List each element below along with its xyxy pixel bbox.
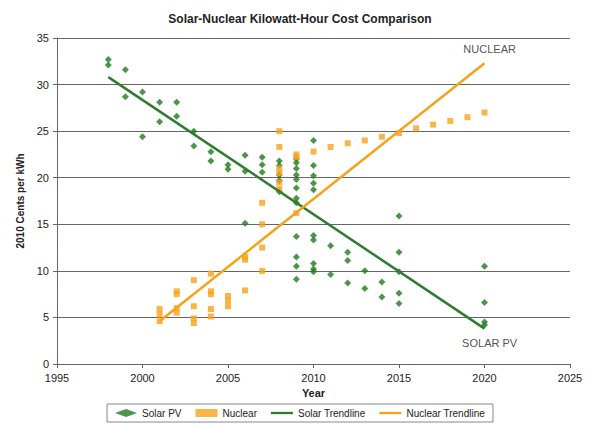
svg-text:2005: 2005 [216,372,240,384]
svg-text:Solar-Nuclear Kilowatt-Hour Co: Solar-Nuclear Kilowatt-Hour Cost Compari… [168,12,431,26]
svg-text:20: 20 [37,172,49,184]
svg-text:35: 35 [37,32,49,44]
svg-text:2010 Cents per kWh: 2010 Cents per kWh [15,153,26,248]
svg-text:2020: 2020 [472,372,496,384]
svg-text:Solar Trendline: Solar Trendline [298,408,366,419]
svg-text:Nuclear Trendline: Nuclear Trendline [406,408,485,419]
svg-text:Year: Year [302,387,326,399]
svg-text:25: 25 [37,125,49,137]
svg-text:NUCLEAR: NUCLEAR [463,43,516,55]
svg-text:15: 15 [37,218,49,230]
svg-text:Nuclear: Nuclear [223,408,258,419]
svg-text:1995: 1995 [45,372,69,384]
svg-text:2010: 2010 [301,372,325,384]
svg-text:5: 5 [43,311,49,323]
svg-text:30: 30 [37,79,49,91]
svg-text:0: 0 [43,358,49,370]
svg-text:SOLAR PV: SOLAR PV [462,337,518,349]
svg-text:2000: 2000 [130,372,154,384]
svg-text:Solar PV: Solar PV [142,408,182,419]
svg-text:2015: 2015 [387,372,411,384]
svg-text:10: 10 [37,265,49,277]
svg-text:2025: 2025 [558,372,582,384]
